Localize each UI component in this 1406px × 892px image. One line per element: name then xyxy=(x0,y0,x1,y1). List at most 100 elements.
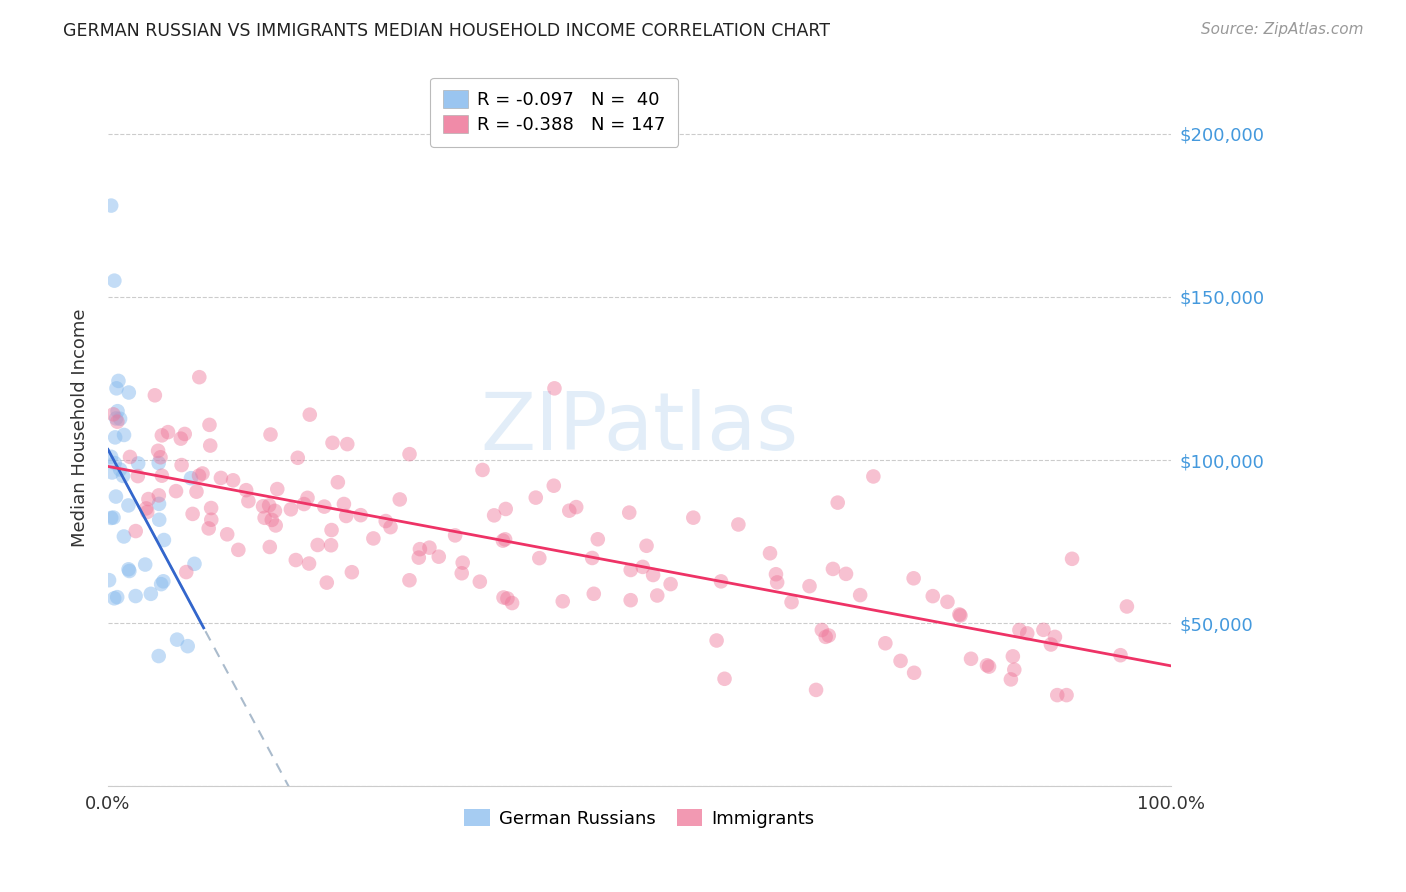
Point xyxy=(565,500,588,514)
Point xyxy=(374,514,396,528)
Point xyxy=(284,553,307,567)
Point xyxy=(543,381,565,395)
Point xyxy=(100,198,122,212)
Point xyxy=(529,551,551,566)
Point xyxy=(827,495,849,509)
Point xyxy=(222,473,245,487)
Point xyxy=(765,567,787,582)
Point xyxy=(835,566,858,581)
Point xyxy=(200,501,222,516)
Point xyxy=(501,596,523,610)
Point xyxy=(105,415,128,429)
Point xyxy=(713,672,735,686)
Point xyxy=(1002,663,1025,677)
Point xyxy=(146,443,169,458)
Point xyxy=(191,467,214,481)
Point xyxy=(811,623,834,637)
Point xyxy=(321,523,343,537)
Point xyxy=(814,630,837,644)
Point xyxy=(149,450,172,465)
Point xyxy=(143,388,166,402)
Point xyxy=(103,274,125,288)
Point xyxy=(936,595,959,609)
Point xyxy=(186,484,208,499)
Text: ZIPatlas: ZIPatlas xyxy=(481,389,799,467)
Point xyxy=(264,504,287,518)
Point xyxy=(148,648,170,663)
Point xyxy=(659,577,682,591)
Point xyxy=(280,502,302,516)
Point xyxy=(1043,630,1066,644)
Point xyxy=(948,607,970,622)
Point xyxy=(468,574,491,589)
Point xyxy=(228,542,250,557)
Point xyxy=(949,608,972,623)
Point xyxy=(297,491,319,505)
Point xyxy=(799,579,821,593)
Point xyxy=(551,594,574,608)
Point xyxy=(495,502,517,516)
Point xyxy=(1056,688,1078,702)
Point xyxy=(127,469,149,483)
Point xyxy=(188,370,211,384)
Point xyxy=(1008,623,1031,637)
Point xyxy=(315,575,337,590)
Point xyxy=(1017,626,1039,640)
Point xyxy=(253,510,276,524)
Point xyxy=(314,500,336,514)
Point xyxy=(890,654,912,668)
Point xyxy=(136,505,159,519)
Point xyxy=(849,588,872,602)
Point xyxy=(117,499,139,513)
Point xyxy=(157,425,180,439)
Point xyxy=(1001,649,1024,664)
Point xyxy=(1109,648,1132,663)
Point xyxy=(759,546,782,560)
Point xyxy=(166,632,188,647)
Point xyxy=(492,533,515,548)
Point xyxy=(921,589,943,603)
Point xyxy=(117,562,139,576)
Point xyxy=(1060,551,1083,566)
Point xyxy=(118,385,141,400)
Point xyxy=(235,483,257,498)
Point xyxy=(682,510,704,524)
Point xyxy=(105,411,128,425)
Point xyxy=(266,482,288,496)
Point xyxy=(710,574,733,589)
Point xyxy=(108,462,131,476)
Text: GERMAN RUSSIAN VS IMMIGRANTS MEDIAN HOUSEHOLD INCOME CORRELATION CHART: GERMAN RUSSIAN VS IMMIGRANTS MEDIAN HOUS… xyxy=(63,22,831,40)
Point xyxy=(494,533,516,547)
Point xyxy=(170,432,193,446)
Point xyxy=(409,542,432,557)
Point xyxy=(150,577,173,591)
Point xyxy=(619,506,641,520)
Point xyxy=(524,491,547,505)
Point xyxy=(408,550,430,565)
Point xyxy=(183,557,205,571)
Point xyxy=(817,628,839,642)
Point xyxy=(134,558,156,572)
Point xyxy=(444,528,467,542)
Point xyxy=(135,501,157,516)
Point xyxy=(333,497,356,511)
Point xyxy=(492,591,515,605)
Point xyxy=(335,508,357,523)
Point xyxy=(340,565,363,579)
Point xyxy=(319,538,342,552)
Point xyxy=(173,427,195,442)
Point xyxy=(112,428,135,442)
Point xyxy=(104,456,127,470)
Point xyxy=(153,533,176,547)
Point xyxy=(903,571,925,585)
Point xyxy=(118,450,141,464)
Point xyxy=(862,469,884,483)
Point xyxy=(107,404,129,418)
Point xyxy=(264,518,287,533)
Point xyxy=(257,499,280,513)
Point xyxy=(252,500,274,514)
Point xyxy=(1115,599,1137,614)
Point xyxy=(103,408,125,422)
Point xyxy=(636,539,658,553)
Point xyxy=(960,652,983,666)
